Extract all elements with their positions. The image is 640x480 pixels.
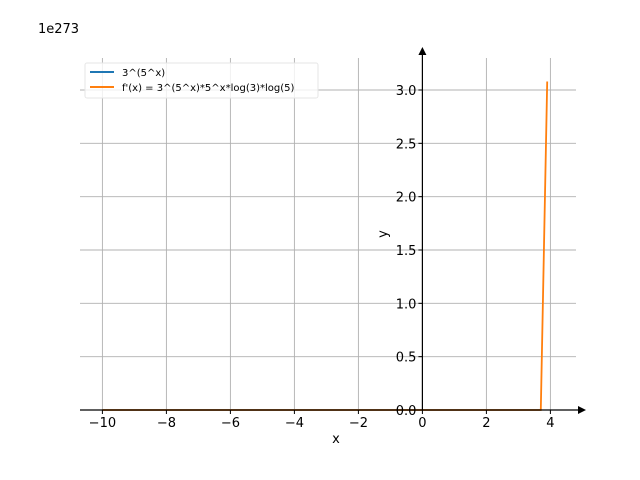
x-axis-arrow-icon — [578, 406, 586, 414]
x-tick-label: −6 — [221, 416, 240, 431]
series-lines — [102, 81, 549, 411]
tick-labels: −10 −8 −6 −4 −2 0 2 4 0.0 0.5 1.0 1.5 2.0 2.5 3.0 — [89, 84, 555, 431]
legend-box — [84, 62, 319, 99]
x-tick-label: 2 — [482, 416, 490, 431]
x-tick-label: 0 — [418, 416, 426, 431]
x-tick-label: −8 — [157, 416, 176, 431]
y-axis-arrow-icon — [418, 47, 427, 55]
grid — [80, 58, 576, 411]
legend: 3^(5^x) f'(x) = 3^(5^x)*5^x*log(3)*log(5… — [84, 62, 319, 99]
x-axis-title: x — [332, 432, 340, 447]
axes — [80, 47, 586, 414]
y-axis-title: y — [376, 230, 391, 238]
x-tick-label: −4 — [285, 416, 304, 431]
y-tick-label: 0.5 — [396, 351, 417, 366]
series-line-1 — [102, 81, 549, 411]
y-tick-label: 2.0 — [396, 191, 417, 206]
y-tick-label: 1.5 — [396, 244, 417, 259]
y-tick-label: 0.0 — [396, 404, 417, 419]
legend-label-1: f'(x) = 3^(5^x)*5^x*log(3)*log(5) — [122, 83, 295, 94]
x-tick-label: 4 — [546, 416, 554, 431]
y-offset-label: 1e273 — [38, 22, 79, 37]
y-tick-label: 3.0 — [396, 84, 417, 99]
legend-label-0: 3^(5^x) — [122, 68, 165, 79]
y-tick-label: 1.0 — [396, 297, 417, 312]
y-tick-label: 2.5 — [396, 137, 417, 152]
x-tick-label: −10 — [89, 416, 116, 431]
x-tick-label: −2 — [349, 416, 368, 431]
